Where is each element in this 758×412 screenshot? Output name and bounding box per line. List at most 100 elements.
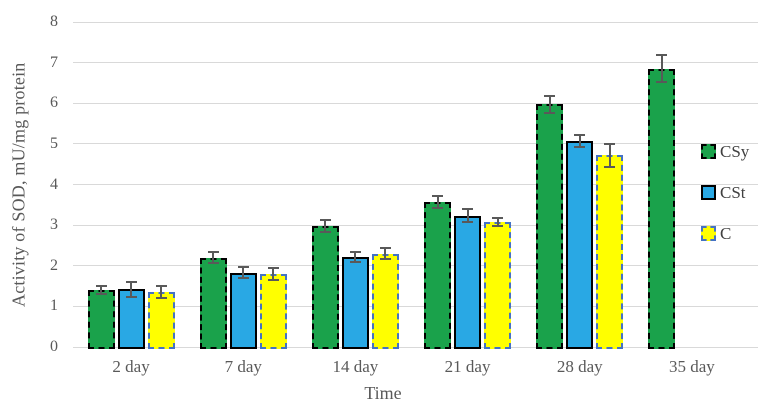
x-axis-title: Time [364, 383, 402, 403]
bar-slot-C [484, 22, 512, 349]
error-bar-cap-top [125, 281, 137, 283]
bar-C-28-day [596, 155, 624, 349]
error-bar [354, 251, 357, 263]
y-tick-label: 4 [50, 175, 58, 193]
legend-swatch-C [701, 226, 716, 241]
plot-area [73, 21, 758, 349]
error-bar [212, 252, 215, 263]
error-bar [548, 96, 551, 113]
legend: CSy CSt C [701, 141, 749, 244]
bar-CSy-14-day [311, 226, 339, 349]
bar-CSt-7-day [229, 272, 257, 349]
bar-slot-CSy [87, 22, 115, 349]
error-bar [466, 209, 469, 223]
bar-slot-CSy [199, 22, 227, 349]
bar-slot-C [596, 22, 624, 349]
error-bar [496, 217, 499, 226]
error-bar-cap-top [95, 285, 107, 288]
x-tick-label: 21 day [444, 357, 491, 376]
error-bar-cap-bottom [267, 278, 279, 281]
error-bar [160, 286, 163, 299]
error-bar-cap-bottom [237, 276, 249, 279]
error-bar [130, 282, 133, 297]
legend-swatch-CSy [701, 144, 716, 159]
bar-CSt-2-day [117, 289, 145, 349]
error-bar-cap-top [237, 266, 249, 269]
bar-slot-C [259, 22, 287, 349]
error-bar-cap-bottom [125, 295, 137, 298]
y-tick-label: 2 [50, 256, 58, 274]
bar-slot-CSt [341, 22, 369, 349]
y-tick-label: 0 [50, 338, 58, 355]
gridline [73, 305, 758, 307]
bar-slot-CSy [648, 22, 676, 349]
error-bar-cap-bottom [432, 207, 444, 210]
bar-CSy-2-day [87, 290, 115, 349]
error-bar [660, 55, 663, 83]
error-bar-cap-top [462, 208, 474, 211]
x-tick-label: 2 day [112, 357, 150, 376]
bar-CSy-35-day [648, 68, 676, 349]
error-bar-cap-bottom [604, 165, 616, 168]
error-bar-cap-bottom [95, 293, 107, 296]
error-bar-cap-bottom [207, 261, 219, 264]
bar-C-14-day [371, 253, 399, 349]
error-bar-cap-top [207, 251, 219, 254]
error-bar-cap-bottom [462, 221, 474, 224]
x-tick-label: 28 day [556, 357, 603, 376]
error-bar-cap-bottom [379, 257, 391, 260]
legend-label: C [720, 223, 732, 243]
error-bar-cap-top [656, 54, 668, 57]
bar-slot-CSt [566, 22, 594, 349]
error-bar [242, 267, 245, 278]
error-bar-cap-top [379, 247, 391, 250]
legend-label: CSt [720, 182, 746, 202]
bar-slot-CSt [229, 22, 257, 349]
error-bar-cap-top [319, 219, 331, 222]
error-bar [436, 195, 439, 209]
gridline [73, 102, 758, 104]
x-tick-label: 14 day [332, 357, 379, 376]
error-bar [608, 143, 611, 167]
bar-group-7-day [187, 22, 299, 349]
bar-slot-CSt [454, 22, 482, 349]
y-tick-label: 8 [50, 13, 58, 30]
gridline [73, 346, 758, 348]
bar-CSt-28-day [566, 140, 594, 349]
y-tick-label: 1 [50, 297, 58, 315]
error-bar-cap-bottom [492, 224, 504, 227]
gridline [73, 62, 758, 64]
bar-CSt-21-day [454, 215, 482, 349]
gridline [73, 224, 758, 226]
bar-group-28-day [524, 22, 636, 349]
gridline [73, 143, 758, 145]
error-bar-cap-bottom [349, 261, 361, 264]
gridline [73, 265, 758, 267]
error-bar [324, 220, 327, 233]
bar-group-21-day [412, 22, 524, 349]
y-tick-label: 7 [50, 53, 58, 71]
bar-slot-CSt [117, 22, 145, 349]
bar-C-21-day [484, 221, 512, 349]
legend-item-CSy: CSy [701, 141, 749, 162]
bar-group-14-day [299, 22, 411, 349]
bar-CSy-7-day [199, 257, 227, 349]
x-tick-label: 35 day [669, 357, 715, 376]
error-bar-cap-bottom [544, 111, 556, 114]
error-bar-cap-top [267, 266, 279, 269]
bar-CSy-28-day [536, 104, 564, 349]
error-bar-cap-top [349, 250, 361, 253]
error-bar [578, 134, 581, 147]
bar-slot-C [371, 22, 399, 349]
error-bar [100, 286, 103, 295]
error-bar-cap-top [574, 133, 586, 136]
error-bar [384, 248, 387, 259]
error-bar-cap-top [432, 194, 444, 197]
error-bar-cap-top [492, 216, 504, 219]
legend-item-CSt: CSt [701, 182, 749, 203]
error-bar [272, 267, 275, 280]
error-bar-cap-top [544, 95, 556, 98]
y-tick-label: 3 [50, 216, 58, 234]
error-bar-cap-top [155, 285, 167, 288]
